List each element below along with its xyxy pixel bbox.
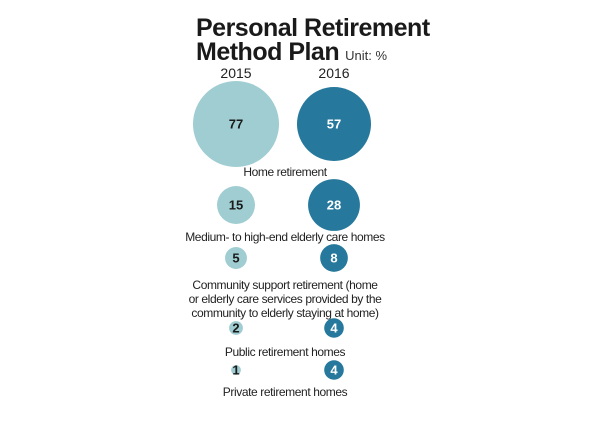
category-label: Public retirement homes	[225, 345, 346, 359]
bubble-value: 28	[327, 198, 341, 213]
bubble-2015-1	[217, 186, 255, 224]
bubble-2016-1	[308, 179, 360, 231]
bubble-2016-3	[324, 318, 344, 338]
category-label: Home retirement	[243, 165, 327, 179]
bubble-value: 4	[330, 321, 338, 336]
category-label: community to elderly staying at home)	[191, 306, 379, 320]
bubble-value: 57	[327, 117, 341, 132]
bubble-2016-4	[324, 360, 344, 380]
bubble-2016-2	[320, 244, 348, 272]
chart-title-text: Method Plan	[196, 38, 340, 66]
bubble-value: 2	[232, 321, 239, 336]
unit-label: Unit: %	[345, 48, 388, 63]
category-label: or elderly care services provided by the	[189, 292, 382, 306]
chart-title-line1: Personal Retirement	[196, 14, 430, 42]
year-label-2016: 2016	[318, 65, 349, 81]
bubble-2016-0	[297, 87, 371, 161]
bubble-2015-2	[225, 247, 247, 269]
bubble-value: 4	[330, 363, 338, 378]
bubble-2015-0	[193, 81, 279, 167]
category-label: Private retirement homes	[223, 385, 348, 399]
chart-title-line2: Method Plan Unit: %	[196, 39, 387, 69]
category-label: Community support retirement (home	[192, 278, 378, 292]
category-label: Medium- to high-end elderly care homes	[185, 230, 385, 244]
bubble-2015-3	[229, 321, 243, 335]
bubble-value: 8	[330, 251, 337, 266]
bubble-value: 1	[232, 363, 239, 378]
bubble-value: 5	[232, 251, 239, 266]
bubble-2015-4	[231, 365, 241, 375]
year-label-2015: 2015	[220, 65, 251, 81]
bubble-value: 77	[229, 117, 243, 132]
bubble-value: 15	[229, 198, 243, 213]
